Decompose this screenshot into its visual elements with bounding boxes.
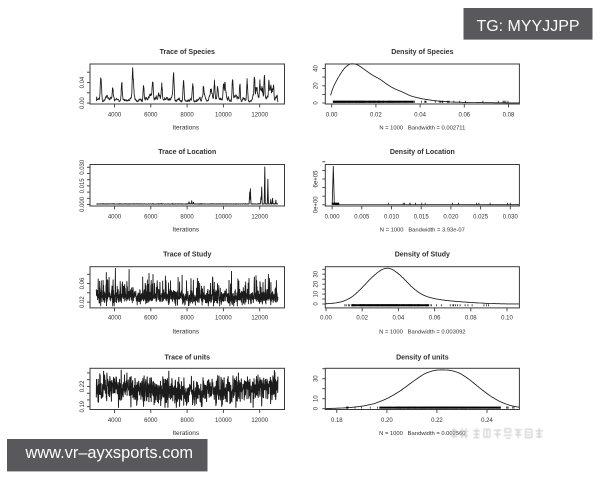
svg-text:0: 0	[314, 406, 320, 410]
svg-text:0.06: 0.06	[80, 277, 86, 289]
svg-text:0: 0	[314, 101, 320, 105]
svg-text:10000: 10000	[215, 418, 232, 424]
svg-text:0.02: 0.02	[356, 316, 368, 322]
svg-text:0.24: 0.24	[481, 418, 493, 424]
svg-text:0.18: 0.18	[331, 418, 343, 424]
svg-text:4000: 4000	[108, 418, 122, 424]
svg-text:Trace of Study: Trace of Study	[163, 251, 211, 258]
svg-text:Density of units: Density of units	[396, 354, 449, 361]
svg-text:4000: 4000	[108, 316, 122, 322]
svg-text:0.00: 0.00	[320, 316, 332, 322]
svg-text:6000: 6000	[144, 113, 158, 119]
svg-text:0.19: 0.19	[80, 400, 86, 412]
svg-text:20: 20	[314, 82, 320, 89]
svg-text:0.010: 0.010	[384, 214, 400, 220]
svg-text:0.20: 0.20	[381, 418, 393, 424]
svg-text:0.00: 0.00	[326, 113, 338, 119]
svg-text:10000: 10000	[215, 316, 232, 322]
svg-text:0.10: 0.10	[501, 316, 513, 322]
svg-text:N = 1000 Bandwidth = 0.00271: N = 1000 Bandwidth = 0.002711	[379, 125, 465, 131]
svg-text:0.06: 0.06	[458, 113, 470, 119]
svg-text:0: 0	[314, 302, 320, 306]
svg-text:20: 20	[314, 280, 320, 287]
svg-text:8000: 8000	[180, 113, 194, 119]
svg-text:0.015: 0.015	[80, 178, 86, 194]
svg-text:0.030: 0.030	[80, 159, 86, 175]
svg-text:N = 1000 Bandwidth = 0.00309: N = 1000 Bandwidth = 0.003092	[379, 329, 465, 335]
svg-text:0.02: 0.02	[370, 113, 382, 119]
svg-text:Iterations: Iterations	[172, 328, 199, 335]
svg-text:4000: 4000	[108, 214, 122, 220]
svg-text:Iterations: Iterations	[172, 430, 199, 437]
svg-text:0.22: 0.22	[431, 418, 443, 424]
svg-text:10000: 10000	[215, 214, 232, 220]
svg-text:Density of Species: Density of Species	[391, 49, 453, 56]
svg-text:6000: 6000	[144, 418, 158, 424]
svg-text:Density of Study: Density of Study	[395, 251, 450, 258]
svg-text:0e+00: 0e+00	[314, 196, 320, 214]
svg-text:0.08: 0.08	[503, 113, 515, 119]
svg-text:0.020: 0.020	[443, 214, 459, 220]
svg-text:0.000: 0.000	[80, 196, 86, 212]
svg-text:N = 1000 Bandwidth = 0.00256: N = 1000 Bandwidth = 0.002560	[379, 431, 465, 437]
svg-text:30: 30	[314, 270, 320, 277]
svg-text:www.vr–ayxsports.com: www.vr–ayxsports.com	[25, 444, 194, 462]
svg-text:0.000: 0.000	[325, 214, 341, 220]
svg-text:0.02: 0.02	[80, 296, 86, 308]
svg-text:40: 40	[314, 65, 320, 72]
svg-text:0.04: 0.04	[80, 76, 86, 88]
svg-text:TG: MYYJJPP: TG: MYYJJPP	[476, 18, 579, 35]
svg-text:12000: 12000	[251, 214, 268, 220]
svg-text:8000: 8000	[180, 316, 194, 322]
svg-text:10: 10	[314, 290, 320, 297]
svg-text:4000: 4000	[108, 113, 122, 119]
svg-text:N = 1000 Bandwidth = 3.93e-0: N = 1000 Bandwidth = 3.93e-07	[380, 227, 465, 233]
svg-text:Trace of Location: Trace of Location	[158, 149, 216, 156]
svg-text:0.025: 0.025	[473, 214, 489, 220]
svg-text:30: 30	[314, 375, 320, 382]
svg-text:Density of Location: Density of Location	[390, 149, 455, 156]
svg-text:10: 10	[314, 395, 320, 402]
svg-text:0.04: 0.04	[393, 316, 405, 322]
svg-text:Trace of units: Trace of units	[164, 354, 210, 361]
svg-text:Trace of Species: Trace of Species	[160, 49, 215, 56]
svg-text:0.00: 0.00	[80, 97, 86, 109]
svg-text:Iterations: Iterations	[172, 124, 199, 131]
svg-text:0.22: 0.22	[80, 380, 86, 392]
svg-text:12000: 12000	[251, 316, 268, 322]
svg-text:6000: 6000	[144, 316, 158, 322]
svg-text:6000: 6000	[144, 214, 158, 220]
svg-text:0.030: 0.030	[503, 214, 519, 220]
svg-text:0.04: 0.04	[414, 113, 426, 119]
svg-text:8000: 8000	[180, 418, 194, 424]
svg-text:6e+05: 6e+05	[314, 170, 320, 188]
svg-text:0.08: 0.08	[465, 316, 477, 322]
svg-text:12000: 12000	[251, 113, 268, 119]
svg-text:0.015: 0.015	[414, 214, 430, 220]
svg-text:0.06: 0.06	[429, 316, 441, 322]
svg-text:Iterations: Iterations	[172, 226, 199, 233]
svg-text:0.005: 0.005	[354, 214, 370, 220]
svg-text:12000: 12000	[251, 418, 268, 424]
svg-text:10000: 10000	[215, 113, 232, 119]
svg-text:8000: 8000	[180, 214, 194, 220]
